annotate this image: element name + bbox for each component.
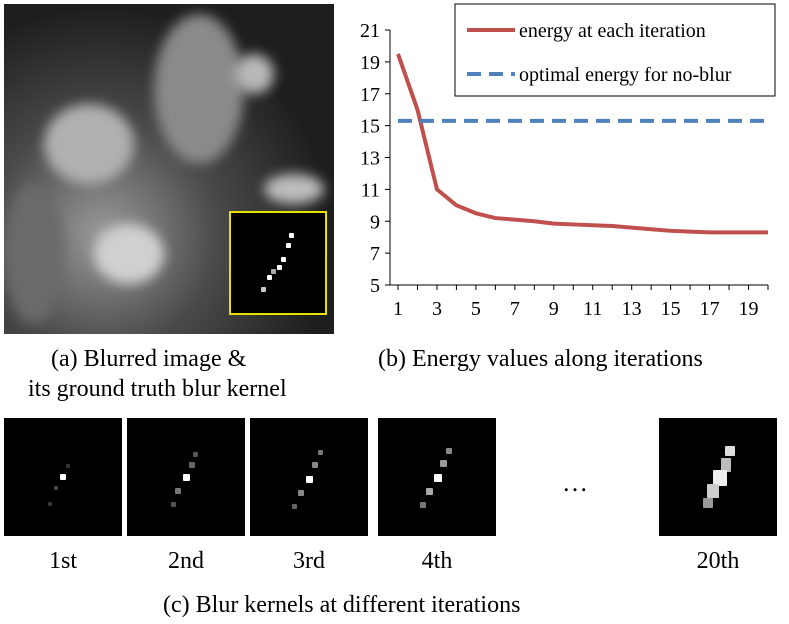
- x-tick-label-15: 15: [661, 298, 681, 320]
- y-tick-label-15: 15: [360, 116, 380, 138]
- x-tick-label-5: 5: [471, 298, 481, 320]
- x-tick-label-3: 3: [432, 298, 442, 320]
- x-tick-label-13: 13: [622, 298, 642, 320]
- x-tick-label-7: 7: [510, 298, 520, 320]
- y-tick-label-9: 9: [370, 211, 380, 233]
- panel-b-caption: (b) Energy values along iterations: [378, 346, 703, 372]
- kernel-label-1st: 1st: [48, 548, 77, 574]
- x-tick-label-11: 11: [583, 298, 602, 320]
- kernel-ellipsis: …: [562, 468, 588, 497]
- x-tick-label-9: 9: [549, 298, 559, 320]
- y-tick-label-5: 5: [370, 275, 380, 297]
- y-tick-label-17: 17: [360, 84, 380, 106]
- legend-label-0: energy at each iteration: [519, 20, 706, 42]
- kernel-label-3rd: 3rd: [293, 548, 325, 574]
- kernel-label-2nd: 2nd: [168, 548, 204, 574]
- panel-c-caption: (c) Blur kernels at different iterations: [163, 592, 521, 618]
- x-tick-label-1: 1: [393, 298, 403, 320]
- y-tick-label-21: 21: [360, 20, 380, 42]
- kernel-iteration-4: [378, 418, 496, 536]
- ground-truth-kernel-inset: [229, 211, 327, 315]
- panel-a-caption-line1: (a) Blurred image &: [51, 346, 247, 372]
- x-tick-label-17: 17: [700, 298, 720, 320]
- y-tick-label-7: 7: [370, 243, 380, 265]
- kernel-iteration-1: [4, 418, 122, 536]
- legend-label-1: optimal energy for no-blur: [519, 64, 732, 86]
- kernel-iteration-3: [250, 418, 368, 536]
- kernel-label-20th: 20th: [696, 548, 740, 574]
- y-tick-label-11: 11: [361, 179, 380, 201]
- blurred-image: [4, 4, 334, 334]
- kernel-label-4th: 4th: [421, 548, 453, 574]
- series-line-0: [396, 53, 768, 235]
- x-tick-label-19: 19: [739, 298, 759, 320]
- kernel-iteration-2: [127, 418, 245, 536]
- panel-a-caption-line2: its ground truth blur kernel: [28, 376, 287, 402]
- kernel-iteration-20: [659, 418, 777, 536]
- y-tick-label-19: 19: [360, 52, 380, 74]
- y-tick-label-13: 13: [360, 148, 380, 170]
- legend-box: [454, 3, 776, 97]
